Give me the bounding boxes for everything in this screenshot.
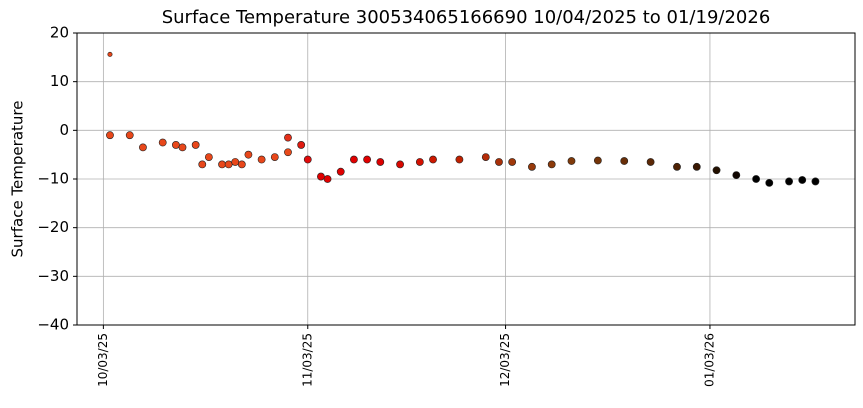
point [798, 176, 807, 184]
point [204, 153, 213, 161]
point [284, 148, 292, 157]
point [593, 156, 602, 165]
x-tick-label: 12/03/25 [498, 333, 512, 387]
point [191, 141, 200, 149]
point [415, 158, 424, 166]
point [198, 160, 207, 169]
point [811, 177, 820, 186]
point [752, 175, 761, 183]
y-tick-label: −20 [37, 218, 69, 236]
chart-title: Surface Temperature 300534065166690 10/0… [162, 7, 771, 28]
point [323, 175, 332, 183]
plot-frame [76, 32, 856, 326]
y-tick-label: −30 [37, 267, 69, 285]
point [712, 166, 721, 175]
point [455, 155, 464, 164]
point [646, 158, 655, 166]
point [257, 155, 266, 164]
y-tick-label: 10 [50, 72, 69, 90]
y-axis-label: Surface Temperature [9, 101, 27, 258]
point [765, 178, 774, 187]
point [567, 157, 576, 165]
x-tick-label: 11/03/25 [300, 333, 314, 387]
point [303, 155, 312, 164]
point [376, 158, 385, 166]
point [396, 160, 404, 169]
point [224, 160, 233, 169]
point [350, 155, 358, 164]
point [673, 162, 681, 171]
point [139, 143, 147, 152]
point [284, 133, 292, 142]
point [785, 177, 793, 186]
y-tick-label: 0 [59, 121, 69, 139]
point [732, 171, 741, 180]
point [297, 141, 306, 149]
point [547, 160, 556, 169]
point [218, 160, 226, 169]
y-tick-label: −40 [37, 316, 69, 334]
x-tick-label: 01/03/26 [702, 333, 716, 387]
point [158, 138, 167, 147]
point [107, 51, 113, 57]
point [178, 143, 187, 152]
point [508, 158, 517, 166]
point [106, 131, 114, 140]
point [231, 158, 240, 166]
point [317, 172, 325, 181]
point [620, 157, 629, 165]
y-tick-label: −10 [37, 170, 69, 188]
y-tick-label: 20 [50, 24, 69, 42]
x-tick-label: 10/03/25 [96, 333, 110, 387]
point [125, 131, 134, 140]
point [171, 141, 180, 149]
point [244, 150, 253, 159]
point [528, 162, 536, 171]
point [692, 162, 701, 171]
point [495, 158, 503, 166]
point [237, 160, 246, 169]
point [481, 153, 490, 161]
point [363, 155, 372, 164]
point [270, 153, 279, 161]
point [336, 167, 345, 176]
point [429, 155, 437, 164]
